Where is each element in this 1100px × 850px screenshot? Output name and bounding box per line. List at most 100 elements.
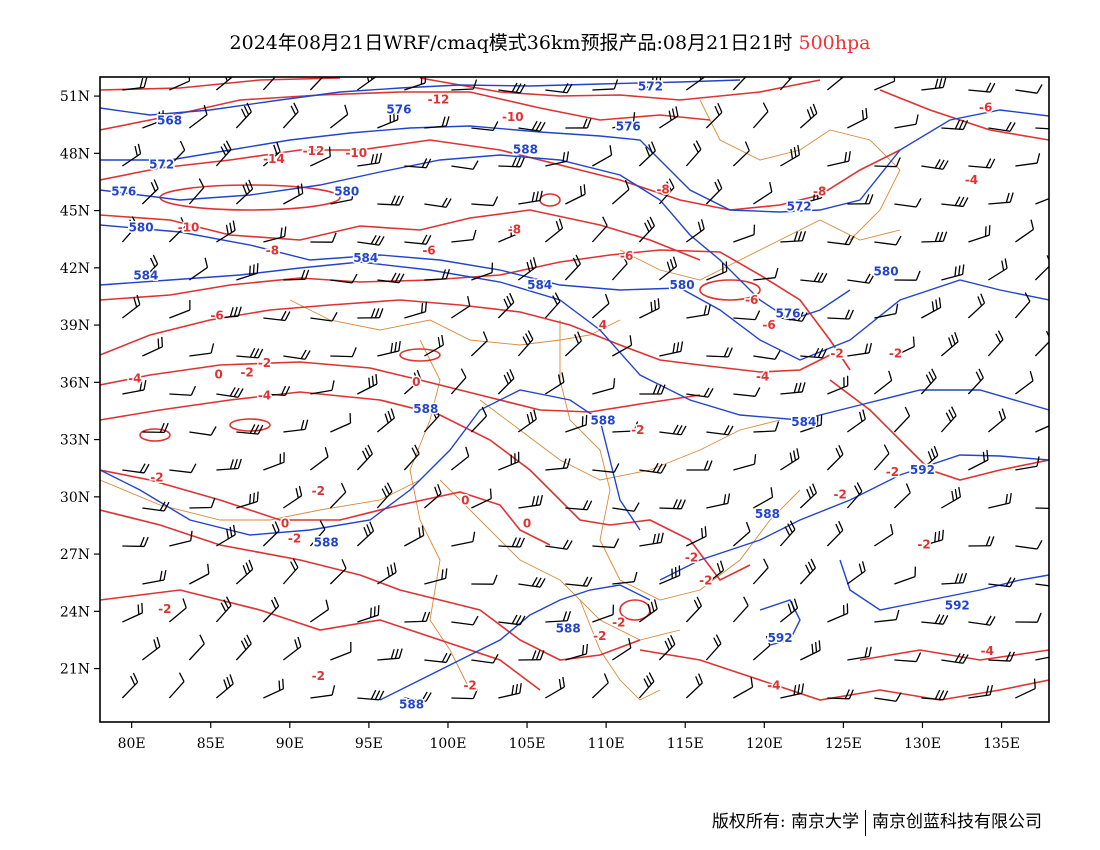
wind-barb-flag bbox=[375, 373, 378, 385]
wind-barb-flag bbox=[942, 231, 948, 242]
wind-barb bbox=[894, 123, 917, 129]
temperature-label: -2 bbox=[240, 366, 253, 380]
wind-barb bbox=[1014, 380, 1034, 395]
wind-barb-flag bbox=[344, 104, 349, 115]
wind-barb-flag bbox=[934, 614, 941, 624]
wind-barb-flag bbox=[418, 527, 421, 538]
wind-barb-flag bbox=[252, 492, 255, 503]
wind-barb-flag bbox=[672, 424, 679, 435]
wind-barb-flag bbox=[797, 144, 801, 156]
wind-barb-flag bbox=[650, 601, 655, 612]
wind-barb-flag bbox=[582, 500, 589, 510]
wind-barb-flag bbox=[693, 599, 700, 610]
wind-barb-flag bbox=[765, 635, 771, 646]
wind-barb-flag bbox=[381, 488, 388, 498]
wind-barb-flag bbox=[858, 411, 863, 422]
wind-barb-flag bbox=[535, 650, 541, 661]
wind-barb-flag bbox=[905, 483, 911, 494]
wind-barb-flag bbox=[203, 104, 208, 115]
wind-barb-flag bbox=[368, 377, 371, 388]
height-label: 568 bbox=[157, 114, 182, 128]
wind-barb-flag bbox=[153, 639, 158, 650]
wind-barb-flag bbox=[844, 689, 850, 699]
wind-barb-flag bbox=[482, 331, 488, 342]
wind-barb-flag bbox=[225, 140, 232, 150]
wind-barb-flag bbox=[557, 374, 562, 385]
wind-barb bbox=[779, 77, 793, 91]
title-main: 2024年08月21日WRF/cmaq模式36km预报产品:08月21日21时 bbox=[229, 32, 793, 54]
wind-barb bbox=[189, 431, 212, 436]
wind-barb-flag bbox=[369, 521, 375, 532]
wind-barb-flag bbox=[895, 303, 899, 314]
wind-barb-flag bbox=[363, 526, 369, 537]
wind-barb-flag bbox=[271, 68, 276, 77]
wind-barb-flag bbox=[370, 154, 375, 165]
wind-barb-flag bbox=[370, 689, 377, 700]
wind-barb-flag bbox=[575, 254, 582, 265]
temperature-label: -4 bbox=[767, 679, 780, 693]
lat-tick-label: 27N bbox=[60, 547, 90, 563]
wind-barb-flag bbox=[858, 563, 863, 574]
wind-barb-flag bbox=[1005, 192, 1010, 203]
wind-barb bbox=[356, 77, 376, 91]
wind-barb-flag bbox=[511, 614, 518, 625]
wind-barb-flag bbox=[441, 569, 444, 580]
temperature-label: -12 bbox=[303, 144, 325, 158]
wind-barb-flag bbox=[727, 425, 734, 436]
wind-barb-flag bbox=[613, 79, 619, 90]
wind-barb bbox=[753, 496, 773, 509]
wind-barb-flag bbox=[792, 450, 797, 461]
wind-barb bbox=[423, 415, 440, 433]
wind-barb bbox=[988, 201, 1011, 205]
wind-barb-flag bbox=[472, 531, 476, 542]
wind-barb-flag bbox=[300, 349, 307, 359]
wind-barb-flag bbox=[649, 216, 656, 227]
wind-barb-flag bbox=[378, 308, 384, 318]
wind-barb-flag bbox=[915, 197, 922, 208]
wind-barb-flag bbox=[190, 530, 193, 541]
wind-barb-flag bbox=[954, 332, 959, 342]
wind-barb bbox=[639, 541, 662, 547]
wind-barb-flag bbox=[582, 576, 589, 587]
temperature-label: -2 bbox=[699, 574, 712, 588]
temperature-label: -6 bbox=[620, 249, 633, 263]
wind-barb-flag bbox=[703, 77, 705, 78]
wind-barb-flag bbox=[1046, 255, 1049, 262]
wind-barb-flag bbox=[249, 424, 256, 434]
wind-barb-flag bbox=[390, 564, 394, 575]
wind-barb bbox=[357, 383, 378, 395]
wind-barb-flag bbox=[931, 301, 935, 312]
wind-barb-flag bbox=[1009, 651, 1015, 662]
height-label: 588 bbox=[399, 698, 424, 712]
temperature-cell bbox=[159, 184, 341, 211]
wind-barb-flag bbox=[351, 347, 357, 357]
wind-barb bbox=[799, 492, 817, 509]
wind-barb-flag bbox=[698, 673, 703, 684]
wind-barb-flag bbox=[159, 501, 166, 511]
wind-barb-flag bbox=[793, 146, 797, 158]
temperature-isoline bbox=[100, 469, 551, 546]
lon-tick-label: 85E bbox=[197, 736, 225, 752]
wind-barb-flag bbox=[774, 350, 781, 360]
wind-barb-flag bbox=[895, 692, 902, 702]
temperature-contours bbox=[100, 77, 1049, 701]
wind-barb-flag bbox=[862, 409, 866, 420]
wind-barb-flag bbox=[838, 445, 844, 455]
wind-barb-flag bbox=[515, 157, 521, 167]
wind-barb bbox=[967, 377, 984, 395]
wind-barb bbox=[733, 686, 753, 699]
wind-barb-flag bbox=[467, 296, 471, 307]
wind-barb-flag bbox=[384, 413, 389, 424]
wind-barb-flag bbox=[915, 270, 921, 281]
wind-barb-flag bbox=[441, 652, 448, 663]
wind-barb-flag bbox=[153, 179, 159, 189]
wind-barb bbox=[612, 647, 632, 661]
wind-barb bbox=[592, 469, 615, 473]
wind-barb bbox=[612, 344, 632, 357]
wind-barb bbox=[780, 457, 800, 471]
wind-barb bbox=[592, 387, 614, 395]
wind-barb bbox=[921, 86, 944, 91]
wind-barb-flag bbox=[663, 184, 670, 194]
wind-barb-flag bbox=[519, 157, 525, 168]
wind-barb bbox=[564, 263, 581, 281]
